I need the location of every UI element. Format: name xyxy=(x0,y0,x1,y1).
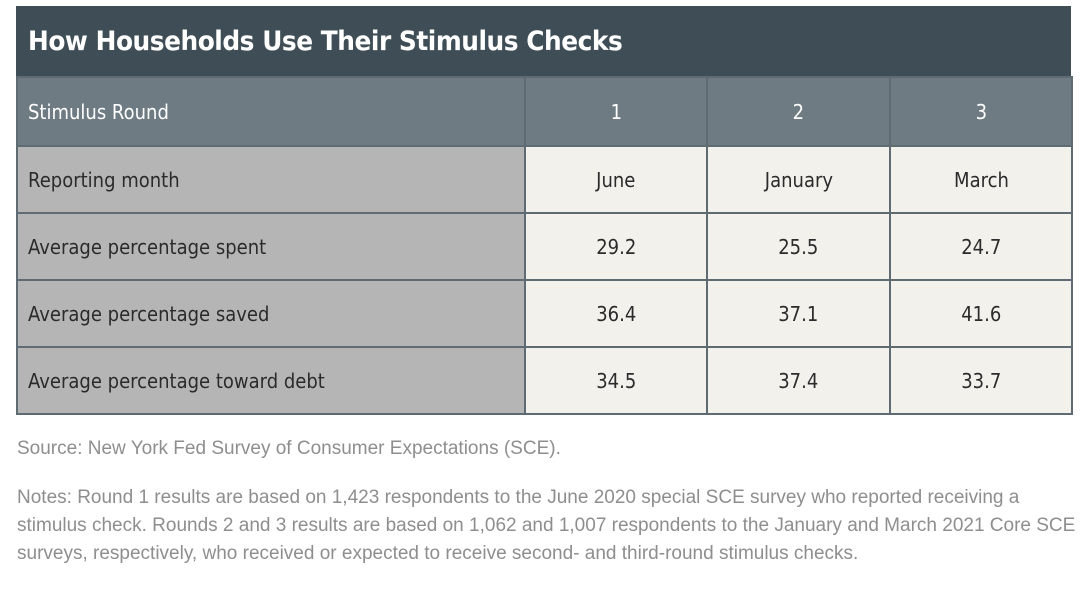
table-cell: 29.2 xyxy=(524,212,708,281)
stimulus-table-figure: How Households Use Their Stimulus Checks… xyxy=(16,6,1073,415)
row-label: Average percentage spent xyxy=(28,234,267,259)
table-cell: 37.4 xyxy=(706,346,891,415)
cell-value: March xyxy=(953,167,1009,192)
header-round-2-label: 2 xyxy=(792,99,805,124)
cell-value: June xyxy=(596,167,636,192)
table-row-saved: Average percentage saved 36.4 37.1 41.6 xyxy=(16,279,1073,348)
cell-value: 29.2 xyxy=(595,234,637,259)
row-label-cell: Reporting month xyxy=(16,145,526,214)
cell-value: 34.5 xyxy=(595,368,637,393)
notes-text: Notes: Round 1 results are based on 1,42… xyxy=(17,487,1076,564)
table-cell: June xyxy=(524,145,708,214)
cell-value: 25.5 xyxy=(778,234,819,259)
table-row-reporting-month: Reporting month June January March xyxy=(16,145,1073,214)
table-cell: 41.6 xyxy=(889,279,1073,348)
cell-value: January xyxy=(764,167,833,192)
table-row-debt: Average percentage toward debt 34.5 37.4… xyxy=(16,346,1073,415)
cell-value: 24.7 xyxy=(960,234,1002,259)
header-round-1-label: 1 xyxy=(610,99,622,124)
header-label-cell: Stimulus Round xyxy=(16,76,526,147)
table-cell: March xyxy=(889,145,1073,214)
cell-value: 33.7 xyxy=(960,368,1002,393)
header-round-2: 2 xyxy=(706,76,891,147)
table-cell: 33.7 xyxy=(889,346,1073,415)
row-label-cell: Average percentage saved xyxy=(16,279,526,348)
row-label-cell: Average percentage toward debt xyxy=(16,346,526,415)
row-label: Reporting month xyxy=(28,167,180,192)
header-label: Stimulus Round xyxy=(28,99,169,124)
table-cell: 36.4 xyxy=(524,279,708,348)
cell-value: 37.1 xyxy=(778,301,819,326)
title-bar: How Households Use Their Stimulus Checks xyxy=(16,6,1071,76)
row-label-cell: Average percentage spent xyxy=(16,212,526,281)
cell-value: 41.6 xyxy=(960,301,1002,326)
chart-title: How Households Use Their Stimulus Checks xyxy=(28,25,623,57)
header-round-1: 1 xyxy=(524,76,708,147)
table-cell: 34.5 xyxy=(524,346,708,415)
row-label: Average percentage saved xyxy=(28,301,270,326)
header-round-3-label: 3 xyxy=(975,99,987,124)
row-label: Average percentage toward debt xyxy=(28,368,325,393)
data-table: Stimulus Round 1 2 3 Reporting month xyxy=(16,76,1073,415)
header-round-3: 3 xyxy=(889,76,1073,147)
table-cell: 25.5 xyxy=(706,212,891,281)
cell-value: 37.4 xyxy=(778,368,819,393)
table-cell: 24.7 xyxy=(889,212,1073,281)
cell-value: 36.4 xyxy=(595,301,637,326)
table-cell: January xyxy=(706,145,891,214)
header-row: Stimulus Round 1 2 3 xyxy=(16,76,1073,147)
source-note: Source: New York Fed Survey of Consumer … xyxy=(17,438,561,459)
table-row-spent: Average percentage spent 29.2 25.5 24.7 xyxy=(16,212,1073,281)
table-cell: 37.1 xyxy=(706,279,891,348)
